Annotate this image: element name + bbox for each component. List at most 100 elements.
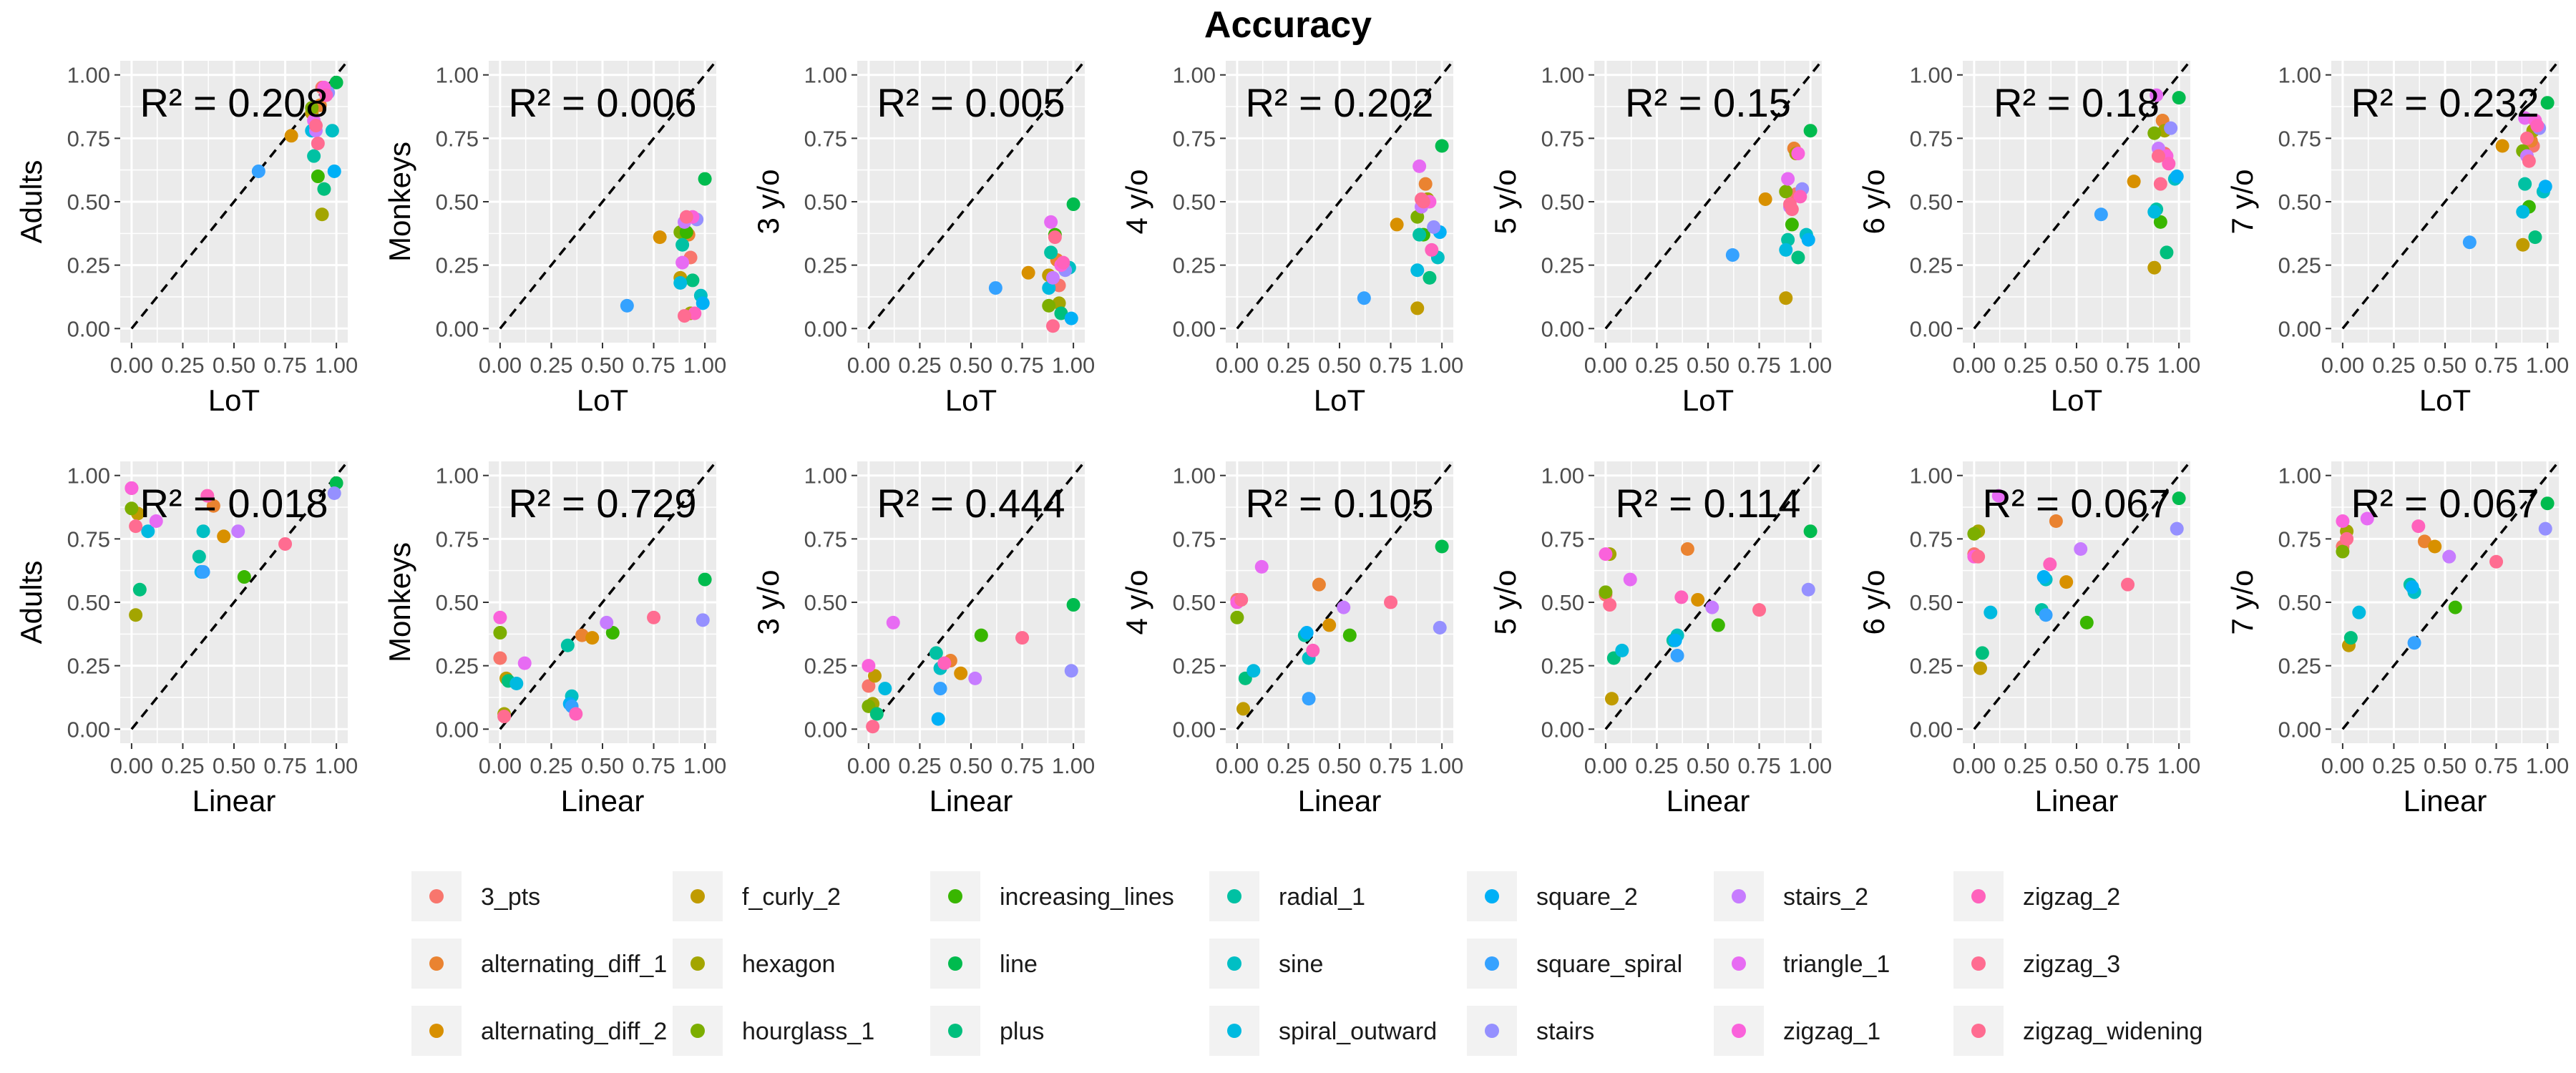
point-zigzag_widening: [1414, 192, 1428, 206]
legend-dot: [1485, 889, 1499, 903]
point-zigzag_3: [679, 210, 693, 224]
legend-item-alternating_diff_2: alternating_diff_2: [411, 1006, 667, 1056]
point-triangle_1: [1254, 559, 1269, 574]
y-axis-title: 5 y/o: [1488, 169, 1522, 234]
x-axis-title: Linear: [2404, 784, 2487, 818]
r2-label: R² = 0.18: [1994, 80, 2160, 125]
y-tick-label: 0.00: [804, 316, 847, 341]
r2-label: R² = 0.208: [140, 80, 328, 125]
scatter-panel: 0.000.00 0.25 0.25 0.50 0.50 0.75 0.75 1.00 1.00…: [1857, 460, 2200, 818]
legend-item-stairs_2: stairs_2: [1714, 871, 1868, 921]
x-tick-label: 0.50: [950, 753, 992, 778]
point-stairs: [1427, 220, 1441, 234]
point-alternating_diff_2: [2059, 575, 2074, 589]
x-tick-label: 0.75: [2106, 353, 2149, 378]
legend-label: stairs: [1536, 1018, 1594, 1045]
x-tick-label: 0.00: [110, 353, 153, 378]
point-sine: [325, 124, 339, 138]
point-radial_1: [307, 149, 321, 163]
point-plus: [686, 273, 700, 288]
point-zigzag_2: [2530, 119, 2545, 133]
x-tick-label: 0.00: [847, 753, 890, 778]
legend-dot: [948, 1024, 962, 1038]
x-tick-label: 0.25: [161, 753, 204, 778]
point-zigzag_2: [2043, 557, 2057, 572]
y-axis-title: 3 y/o: [751, 169, 785, 234]
point-hourglass_1: [1599, 585, 1613, 599]
x-axis-title: LoT: [2419, 383, 2471, 417]
point-zigzag_3: [2153, 177, 2167, 191]
legend-label: square_2: [1536, 883, 1638, 911]
point-line: [698, 572, 712, 587]
y-tick-label: 0.25: [2278, 654, 2321, 679]
x-tick-label: 0.00: [1216, 353, 1259, 378]
point-plus: [2160, 245, 2174, 260]
point-plus: [1054, 306, 1068, 320]
point-zigzag_widening: [1603, 598, 1617, 612]
y-axis-title: 4 y/o: [1120, 569, 1153, 635]
y-tick-label: 0.00: [2278, 717, 2321, 742]
legend-dot: [1227, 956, 1241, 971]
point-stairs: [696, 613, 710, 627]
identity-line: [1973, 460, 2192, 730]
point-square_2: [2036, 570, 2051, 584]
point-stairs_2: [2074, 542, 2088, 557]
legend-dot: [1732, 889, 1746, 903]
point-radial_1: [1413, 227, 1427, 242]
x-tick-label: 1.00: [1052, 353, 1095, 378]
r2-label: R² = 0.114: [1616, 481, 1801, 526]
point-spiral_outward: [1984, 605, 1998, 619]
y-tick-label: 0.75: [1910, 526, 1953, 552]
point-zigzag_1: [862, 659, 876, 673]
y-tick-label: 0.75: [67, 526, 110, 552]
point-f_curly_2: [1779, 291, 1793, 305]
legend-dot: [1732, 1024, 1746, 1038]
x-tick-label: 0.50: [2424, 353, 2467, 378]
point-triangle_1: [2150, 88, 2164, 102]
point-line: [1066, 197, 1080, 212]
point-zigzag_2: [1306, 643, 1320, 657]
legend-item-f_curly_2: f_curly_2: [673, 871, 841, 921]
y-tick-label: 0.00: [1541, 316, 1584, 341]
x-axis-title: Linear: [2035, 784, 2119, 818]
point-increasing_lines: [237, 570, 251, 584]
x-tick-label: 0.00: [847, 353, 890, 378]
point-spiral_outward: [1615, 643, 1629, 657]
x-tick-label: 0.25: [530, 753, 572, 778]
point-radial_1: [560, 638, 575, 652]
identity-line: [1236, 59, 1455, 330]
point-f_curly_2: [1236, 702, 1250, 716]
point-square_2: [327, 164, 341, 178]
y-tick-label: 0.00: [436, 717, 479, 742]
x-tick-label: 0.25: [161, 353, 204, 378]
legend-item-zigzag_2: zigzag_2: [1953, 871, 2120, 921]
point-line: [2172, 491, 2186, 506]
point-alternating_diff_1: [1418, 177, 1433, 191]
identity-line: [1973, 59, 2192, 330]
legend-item-zigzag_3: zigzag_3: [1953, 939, 2120, 989]
point-spiral_outward: [509, 676, 524, 690]
legend-item-increasing_lines: increasing_lines: [930, 871, 1174, 921]
y-tick-label: 0.50: [436, 590, 479, 615]
y-tick-label: 0.75: [2278, 126, 2321, 151]
point-plus: [2528, 230, 2542, 245]
y-tick-label: 1.00: [804, 63, 847, 88]
x-tick-label: 0.75: [1369, 753, 1412, 778]
y-tick-label: 0.75: [1541, 526, 1584, 552]
point-f_curly_2: [2516, 237, 2530, 252]
x-tick-label: 0.25: [2004, 353, 2046, 378]
x-tick-label: 1.00: [2526, 353, 2569, 378]
scatter-panel: 0.000.00 0.25 0.25 0.50 0.50 0.75 0.75 1.00 1.00…: [383, 59, 726, 417]
point-square_2: [2170, 170, 2184, 184]
scatter-panel: 0.000.00 0.25 0.25 0.50 0.50 0.75 0.75 1.00 1.00…: [14, 59, 358, 417]
point-hourglass_1: [1967, 526, 1981, 541]
y-axis-title: Monkeys: [383, 142, 416, 262]
x-tick-label: 1.00: [2157, 753, 2200, 778]
x-axis-title: LoT: [208, 383, 260, 417]
legend-dot: [1971, 1024, 1986, 1038]
y-tick-label: 0.25: [1173, 654, 1216, 679]
point-zigzag_widening: [1234, 592, 1249, 607]
point-triangle_1: [675, 255, 690, 270]
point-triangle_1: [1781, 172, 1795, 186]
point-radial_1: [1044, 245, 1058, 260]
